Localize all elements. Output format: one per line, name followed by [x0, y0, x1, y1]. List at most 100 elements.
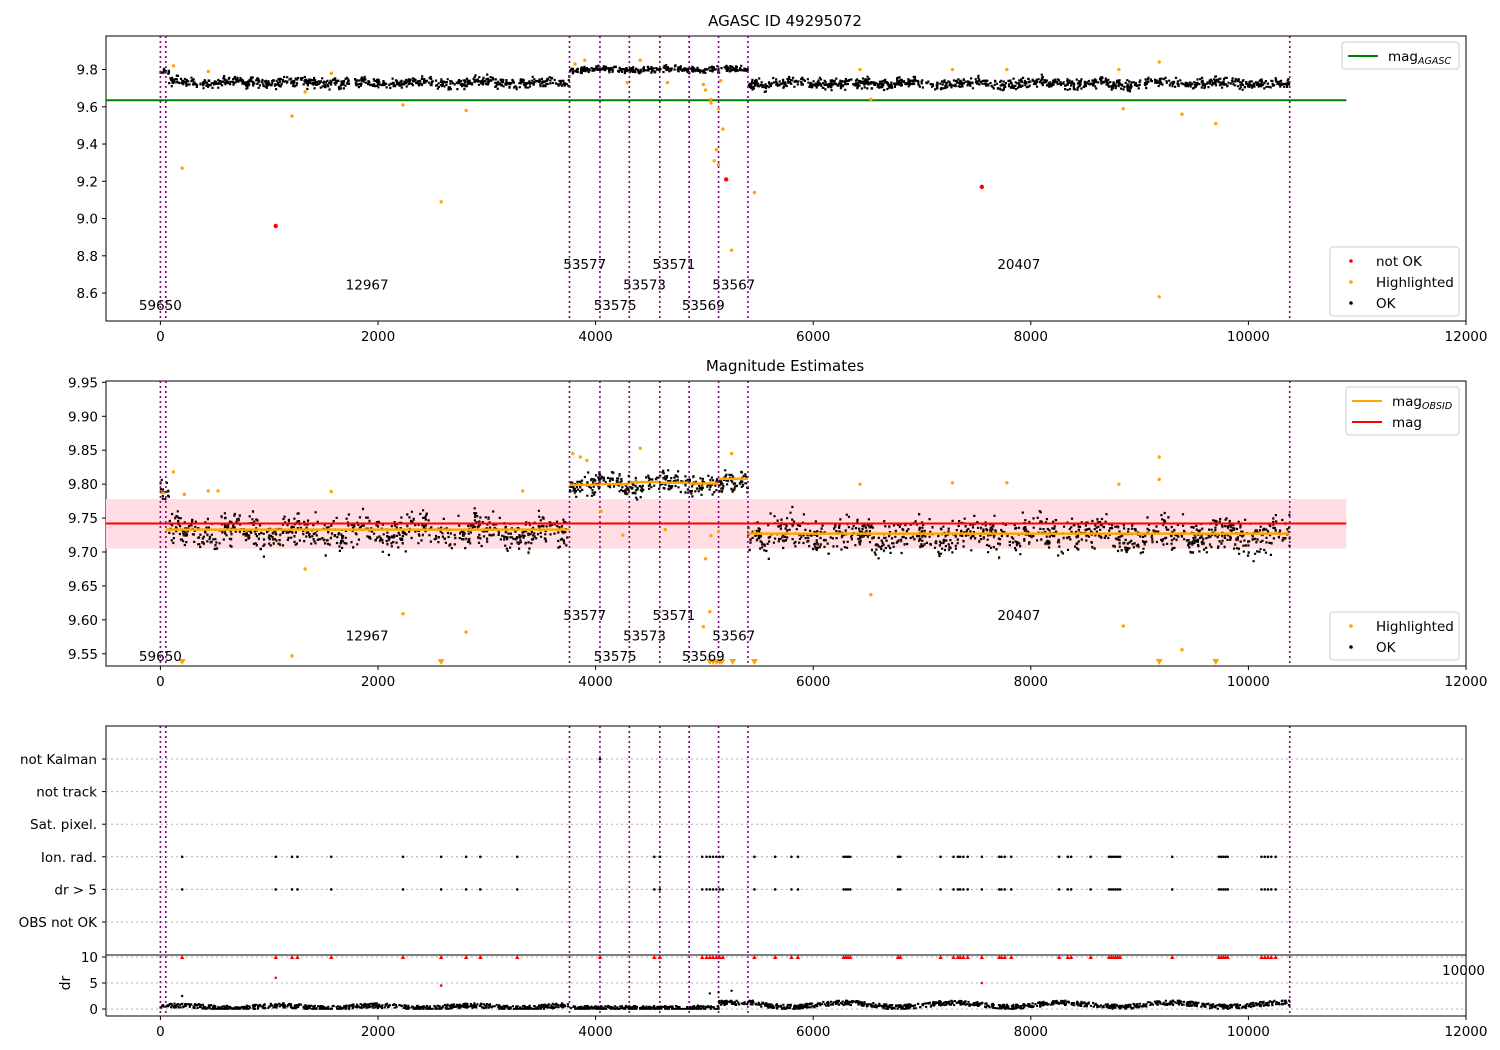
- flags-event-point: [1219, 888, 1223, 891]
- agasc-highlighted-point: [1180, 112, 1184, 116]
- agasc-highlighted-point: [1117, 67, 1121, 72]
- flags-event-point: [952, 855, 955, 859]
- dr-clipped-marker: [704, 955, 709, 959]
- dr-clipped-marker: [1170, 955, 1175, 959]
- agasc-highlighted-point: [703, 88, 708, 92]
- flags-event-point: [180, 888, 184, 891]
- flags-event-point: [401, 888, 405, 891]
- flags-event-point: [718, 855, 721, 859]
- flags-event-point: [1260, 888, 1263, 891]
- agasc-mag-panel: AGASC ID 49295072 59650 12967 53577 53575 53…: [77, 12, 1488, 345]
- agasc-highlighted-point: [665, 80, 670, 85]
- flags-event-point: [1266, 888, 1270, 891]
- agasc-xtick-label: 10000: [1227, 329, 1270, 345]
- agasc-bottom-legend-box: [1329, 246, 1460, 317]
- flags-event-point: [708, 888, 712, 891]
- flags-partial-tick-label: 10000: [1442, 963, 1485, 979]
- flags-event-point: [790, 888, 793, 891]
- agasc-xtick-label: 12000: [1445, 329, 1488, 345]
- agasc-highlighted-point: [721, 127, 725, 131]
- agasc-ytick-label: 8.6: [77, 286, 98, 302]
- magnitude-ytick-label: 9.65: [68, 579, 98, 595]
- flags-event-point: [1066, 888, 1070, 891]
- magnitude-plot-area: 59650 12967 53577 53575 53573 53571 53569 53567…: [68, 375, 1488, 690]
- agasc-highlighted-point: [638, 58, 642, 62]
- flags-event-point: [1219, 855, 1223, 859]
- dr-clipped-marker: [772, 955, 778, 959]
- flags-event-point: [274, 855, 278, 859]
- flags-event-point: [464, 855, 468, 859]
- agasc-highlighted-point: [712, 159, 716, 163]
- flags-event-point: [1226, 855, 1230, 859]
- dr-clipped-marker: [179, 955, 185, 959]
- flags-event-point: [753, 855, 756, 859]
- agasc-obsid-label: 20407: [997, 257, 1040, 273]
- magnitude-highlighted-point: [709, 534, 713, 538]
- flags-event-point: [1224, 888, 1227, 891]
- dr-clipped-marker: [795, 955, 801, 959]
- magnitude-bottom-legend-label: OK: [1376, 640, 1397, 656]
- dr-clipped-marker: [1262, 955, 1267, 959]
- flags-row-label: dr > 5: [54, 882, 97, 898]
- agasc-ytick-label: 8.8: [77, 249, 98, 265]
- flags-event-point: [1266, 855, 1270, 859]
- magnitude-obsid-label: 20407: [997, 608, 1040, 624]
- flags-event-point: [842, 888, 845, 891]
- flags-event-point: [898, 855, 902, 859]
- flags-event-point: [439, 855, 443, 859]
- agasc-not-ok-point: [723, 177, 729, 182]
- flags-event-point: [658, 888, 662, 891]
- flags-event-point: [848, 855, 852, 859]
- agasc-highlighted-point: [1214, 121, 1218, 126]
- flags-event-point: [296, 888, 299, 891]
- flags-event-point: [997, 855, 1001, 859]
- magnitude-highlighted-point: [729, 451, 734, 456]
- agasc-highlighted-point: [583, 58, 587, 62]
- flags-event-point: [721, 888, 725, 891]
- magnitude-highlighted-point: [858, 482, 862, 486]
- dr-clipped-marker: [1265, 955, 1271, 959]
- flags-event-point: [773, 855, 777, 859]
- flags-event-point: [401, 855, 405, 859]
- flags-event-point: [980, 888, 984, 891]
- flags-event-point: [1066, 855, 1070, 859]
- flags-event-point: [1057, 888, 1061, 891]
- flags-event-point: [848, 888, 852, 891]
- dr-clipped-marker: [720, 955, 726, 959]
- magnitude-highlighted-point: [621, 533, 625, 537]
- flags-event-point: [1114, 855, 1117, 859]
- flags-event-point: [980, 855, 984, 859]
- agasc-ytick-label: 9.4: [77, 137, 98, 153]
- agasc-ytick-label: 9.0: [77, 212, 98, 228]
- magnitude-obsid-label: 12967: [346, 629, 389, 645]
- magnitude-highlighted-point: [1180, 648, 1184, 652]
- dr-clipped-marker: [1056, 955, 1062, 959]
- magnitude-highlighted-point: [716, 529, 721, 534]
- flags-event-point: [290, 855, 294, 859]
- flags-row-label: Ion. rad.: [41, 850, 97, 866]
- agasc-highlighted-point: [303, 90, 307, 94]
- flags-event-point: [1112, 855, 1115, 859]
- agasc-obsid-label: 53575: [594, 298, 637, 314]
- flags-event-point: [718, 888, 721, 891]
- agasc-xtick-label: 2000: [361, 329, 395, 345]
- flags-event-point: [939, 888, 942, 891]
- flags-event-point: [1107, 855, 1111, 859]
- flags-event-point: [1009, 855, 1013, 859]
- flags-event-point: [1226, 888, 1230, 891]
- flags-event-point: [1269, 888, 1273, 891]
- flags-row-label: not track: [36, 785, 97, 801]
- flags-event-point: [715, 855, 718, 859]
- dr-clipped-marker: [789, 955, 794, 959]
- magnitude-highlighted-point: [663, 527, 667, 532]
- flags-event-point: [1089, 888, 1092, 891]
- magnitude-ytick-label: 9.95: [68, 375, 98, 391]
- magnitude-ytick-label: 9.70: [68, 545, 98, 561]
- flags-event-point: [653, 855, 656, 859]
- flags-event-point: [1069, 888, 1073, 891]
- dr-plot-area: 0 5 10 0 2000 4000 6000 8000 10000 12000: [81, 950, 1488, 1040]
- flags-event-point: [1000, 855, 1003, 859]
- magnitude-highlighted-point: [1117, 482, 1121, 486]
- dr-clipped-marker: [438, 955, 444, 959]
- dr-clipped-marker: [999, 955, 1004, 959]
